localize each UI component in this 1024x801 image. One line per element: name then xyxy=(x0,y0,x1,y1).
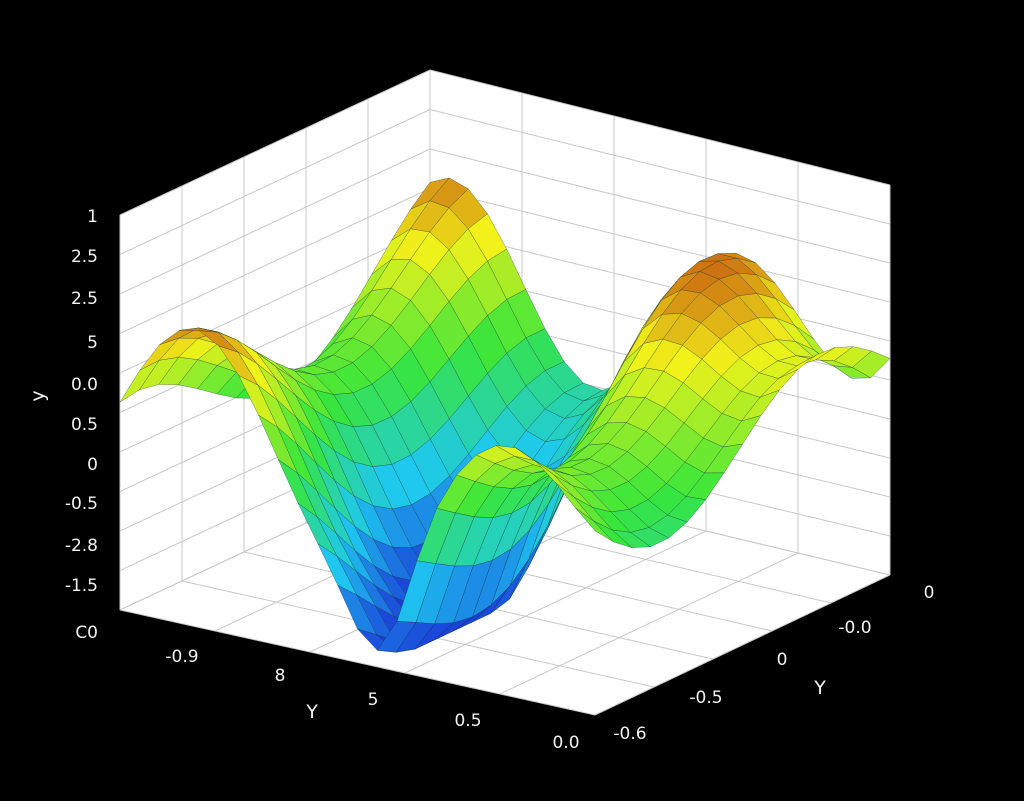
grid-line xyxy=(404,530,707,674)
z-tick-label: -1.5 xyxy=(65,576,98,596)
z-axis-ticks: 1 2.5 2.5 5 0.0 0.5 0 -0.5 -2.8 -1.5 C0 xyxy=(65,207,98,643)
x-axis-ticks: -0.9 8 5 0.5 0.0 xyxy=(165,647,579,753)
grid-line xyxy=(429,109,891,225)
grid-line xyxy=(429,188,891,303)
grid-line xyxy=(119,188,431,334)
y-tick-label: -0.6 xyxy=(613,724,646,744)
grid-line xyxy=(429,69,891,186)
grid-line xyxy=(119,109,431,255)
surface-plot xyxy=(119,177,891,653)
z-tick-label: -0.5 xyxy=(65,494,98,514)
z-tick-label: 0 xyxy=(87,455,98,475)
x-tick-label: 5 xyxy=(368,690,379,710)
grid-line xyxy=(594,574,891,716)
z-tick-label: 2.5 xyxy=(71,247,98,267)
y-tick-label: 0 xyxy=(924,583,935,603)
x-axis-label: Y xyxy=(305,701,318,723)
z-tick-label: 0.5 xyxy=(71,415,98,435)
x-tick-label: 0.5 xyxy=(454,711,481,731)
x-tick-label: 8 xyxy=(275,666,286,686)
grid-line xyxy=(499,552,799,695)
x-tick-label: 0.0 xyxy=(552,733,579,753)
y-axis-ticks: 0 -0.0 0 -0.5 -0.6 xyxy=(613,583,934,744)
z-tick-label: C0 xyxy=(75,623,98,643)
z-tick-label: 1 xyxy=(87,207,98,227)
grid-line xyxy=(119,148,431,295)
x-tick-label: -0.9 xyxy=(165,647,198,667)
grid-line xyxy=(429,148,891,264)
y-tick-label: -0.5 xyxy=(689,688,722,708)
grid-line xyxy=(119,609,596,716)
z-tick-label: 0.0 xyxy=(71,375,98,395)
grid-line xyxy=(429,227,891,342)
grid-line xyxy=(119,69,431,216)
y-axis-label: Y xyxy=(813,677,826,699)
y-tick-label: 0 xyxy=(777,650,788,670)
surface-patch xyxy=(575,507,614,543)
z-axis-label: y xyxy=(27,390,49,401)
z-tick-label: 2.5 xyxy=(71,289,98,309)
z-tick-label: -2.8 xyxy=(65,536,98,556)
y-tick-label: -0.0 xyxy=(838,618,871,638)
z-tick-label: 5 xyxy=(87,333,98,353)
